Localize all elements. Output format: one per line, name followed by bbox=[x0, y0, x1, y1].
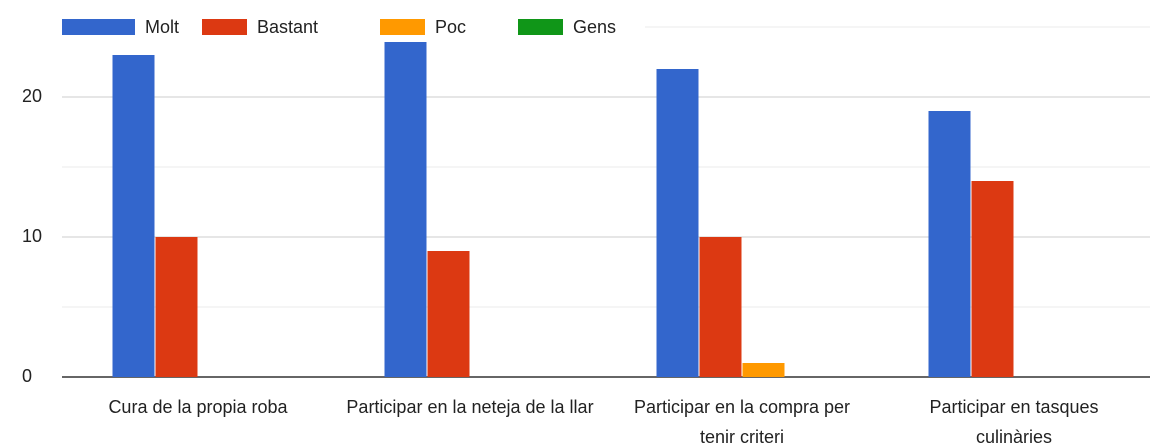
legend-label: Molt bbox=[145, 17, 179, 37]
legend-label: Poc bbox=[435, 17, 466, 37]
bar bbox=[427, 251, 470, 377]
bar bbox=[742, 363, 785, 377]
bar bbox=[384, 41, 427, 377]
y-tick-label: 20 bbox=[22, 86, 42, 106]
bar bbox=[971, 181, 1014, 377]
bar bbox=[699, 237, 742, 377]
x-tick-label: Participar en la neteja de la llar bbox=[346, 397, 594, 417]
y-tick-label: 0 bbox=[22, 366, 32, 386]
bar bbox=[112, 55, 155, 377]
bar bbox=[155, 237, 198, 377]
x-tick-label: Participar en tasques culinàries bbox=[929, 397, 1099, 446]
legend-swatch bbox=[518, 19, 563, 35]
legend-label: Gens bbox=[573, 17, 616, 37]
legend-swatch bbox=[202, 19, 247, 35]
legend-swatch bbox=[62, 19, 135, 35]
bar bbox=[656, 69, 699, 377]
y-tick-label: 10 bbox=[22, 226, 42, 246]
legend-label: Bastant bbox=[257, 17, 318, 37]
legend-swatch bbox=[380, 19, 425, 35]
x-tick-label: Cura de la propia roba bbox=[108, 397, 288, 417]
x-tick-label: Participar en la compra per tenir criter… bbox=[633, 397, 851, 446]
bar bbox=[928, 111, 971, 377]
